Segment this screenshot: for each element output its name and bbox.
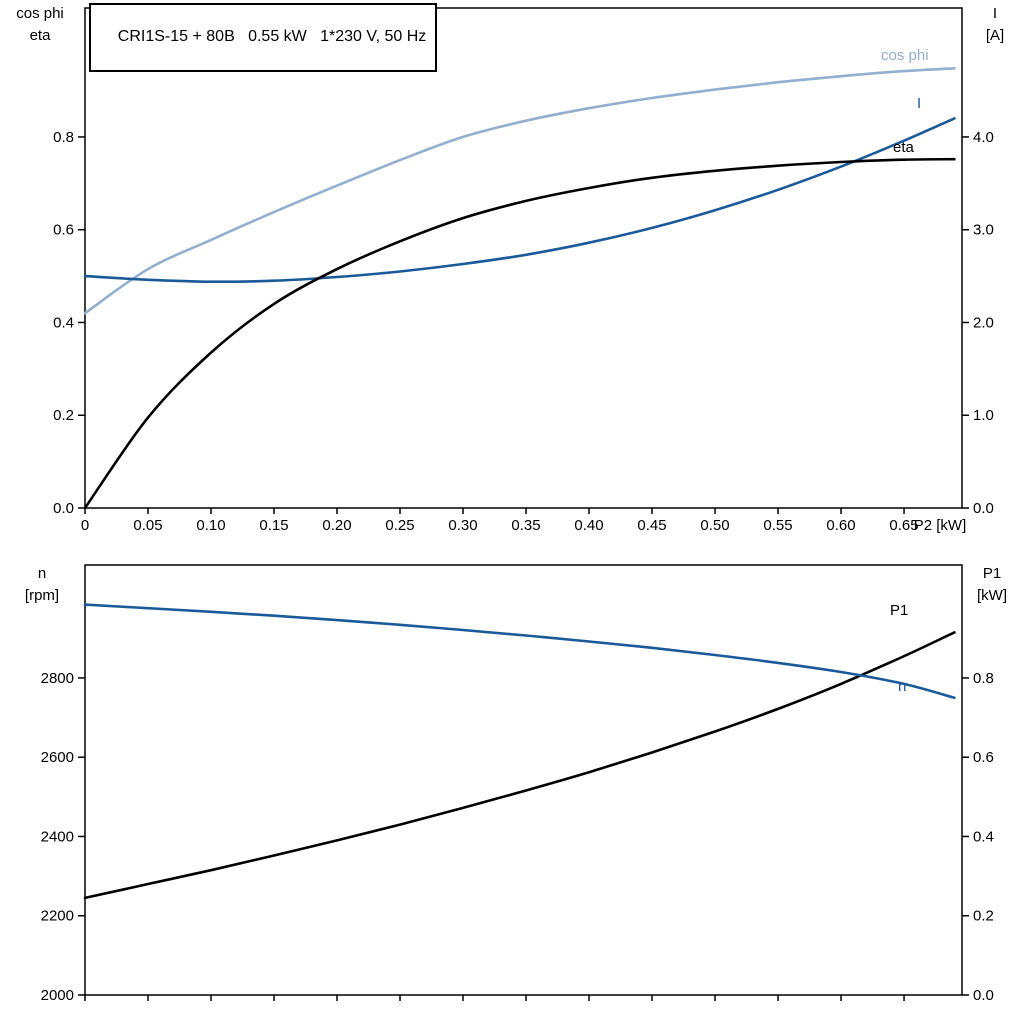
bottom-right-axis-title: P1 [kW] [962, 563, 1022, 607]
top-x-tick-label: 0.35 [511, 517, 540, 534]
top-x-tick-label: 0.55 [763, 517, 792, 534]
series-P1-curve [83, 631, 956, 900]
top-right-axis-title-line2: [A] [985, 27, 1005, 44]
series-P1-label: P1 [890, 602, 908, 619]
top-right-tick-label: 1.0 [973, 407, 994, 424]
top-chart: 0.0 0.2 0.4 0.6 0.8 0.0 1.0 2.0 3.0 4.0 0 0.05 0.10 0… [53, 7, 994, 534]
top-right-axis-title-line1: I [992, 5, 998, 22]
top-x-tick-label: 0.50 [700, 517, 729, 534]
chart-title-box: CRI1S-15 + 80B 0.55 kW 1*230 V, 50 Hz [89, 3, 438, 72]
series-I-curve [83, 117, 956, 284]
top-right-tick-label: 4.0 [973, 129, 994, 146]
top-left-axis-title: cos phi eta [4, 3, 76, 47]
bottom-right-tick-label: 0.8 [973, 670, 994, 687]
top-plot-border [84, 7, 963, 509]
bottom-left-tick-label: 2800 [41, 670, 74, 687]
top-left-tick-label: 0.4 [53, 314, 74, 331]
top-x-tick-label: 0.60 [826, 517, 855, 534]
top-left-tick-label: 0.6 [53, 222, 74, 239]
series-cos-phi-label: cos phi [881, 47, 929, 64]
top-left-tick-label: 0.2 [53, 407, 74, 424]
bottom-left-tick-label: 2400 [41, 828, 74, 845]
bottom-right-tick-label: 0.0 [973, 987, 994, 1004]
top-right-tick-label: 2.0 [973, 314, 994, 331]
top-x-tick-label: 0.65 [889, 517, 918, 534]
top-x-tick-label: 0.05 [133, 517, 162, 534]
bottom-right-tick-label: 0.6 [973, 749, 994, 766]
series-cos-phi-curve [83, 67, 956, 315]
top-x-tick-label: 0 [81, 517, 89, 534]
series-eta-curve [83, 157, 956, 510]
top-x-tick-label: 0.10 [196, 517, 225, 534]
bottom-chart: 2000 2200 2400 2600 2800 0.0 0.2 0.4 0.6 0.8 P1 n [41, 564, 994, 1004]
top-x-tick-label: 0.25 [385, 517, 414, 534]
top-left-axis-title-line1: cos phi [16, 5, 64, 22]
top-x-axis-unit-label: P2 [kW] [914, 517, 967, 534]
top-left-axis-title-line2: eta [29, 27, 51, 44]
top-right-tick-label: 0.0 [973, 500, 994, 517]
bottom-plot-border [84, 564, 963, 996]
bottom-left-axis-title-line1: n [37, 565, 47, 582]
bottom-right-axis-title-line2: [kW] [977, 587, 1007, 604]
top-left-tick-label: 0.8 [53, 129, 74, 146]
series-n-label: n [898, 678, 906, 695]
top-x-tick-label: 0.45 [637, 517, 666, 534]
bottom-left-tick-label: 2200 [41, 908, 74, 925]
series-I-label: I [917, 95, 921, 112]
bottom-right-axis-title-line1: P1 [982, 565, 1002, 582]
top-x-tick-label: 0.20 [322, 517, 351, 534]
series-eta-label: eta [893, 139, 915, 156]
bottom-right-tick-label: 0.2 [973, 908, 994, 925]
chart-title: CRI1S-15 + 80B 0.55 kW 1*230 V, 50 Hz [117, 28, 427, 45]
bottom-left-axis-title-line2: [rpm] [24, 587, 60, 604]
top-right-axis-title: I [A] [970, 3, 1020, 47]
top-x-tick-label: 0.15 [259, 517, 288, 534]
bottom-left-tick-label: 2000 [41, 987, 74, 1004]
bottom-left-axis-title: n [rpm] [10, 563, 74, 607]
top-x-tick-label: 0.40 [574, 517, 603, 534]
top-right-tick-label: 3.0 [973, 222, 994, 239]
top-x-tick-label: 0.30 [448, 517, 477, 534]
bottom-right-tick-label: 0.4 [973, 828, 994, 845]
series-n-curve [83, 603, 956, 700]
top-left-tick-label: 0.0 [53, 500, 74, 517]
bottom-left-tick-label: 2600 [41, 749, 74, 766]
